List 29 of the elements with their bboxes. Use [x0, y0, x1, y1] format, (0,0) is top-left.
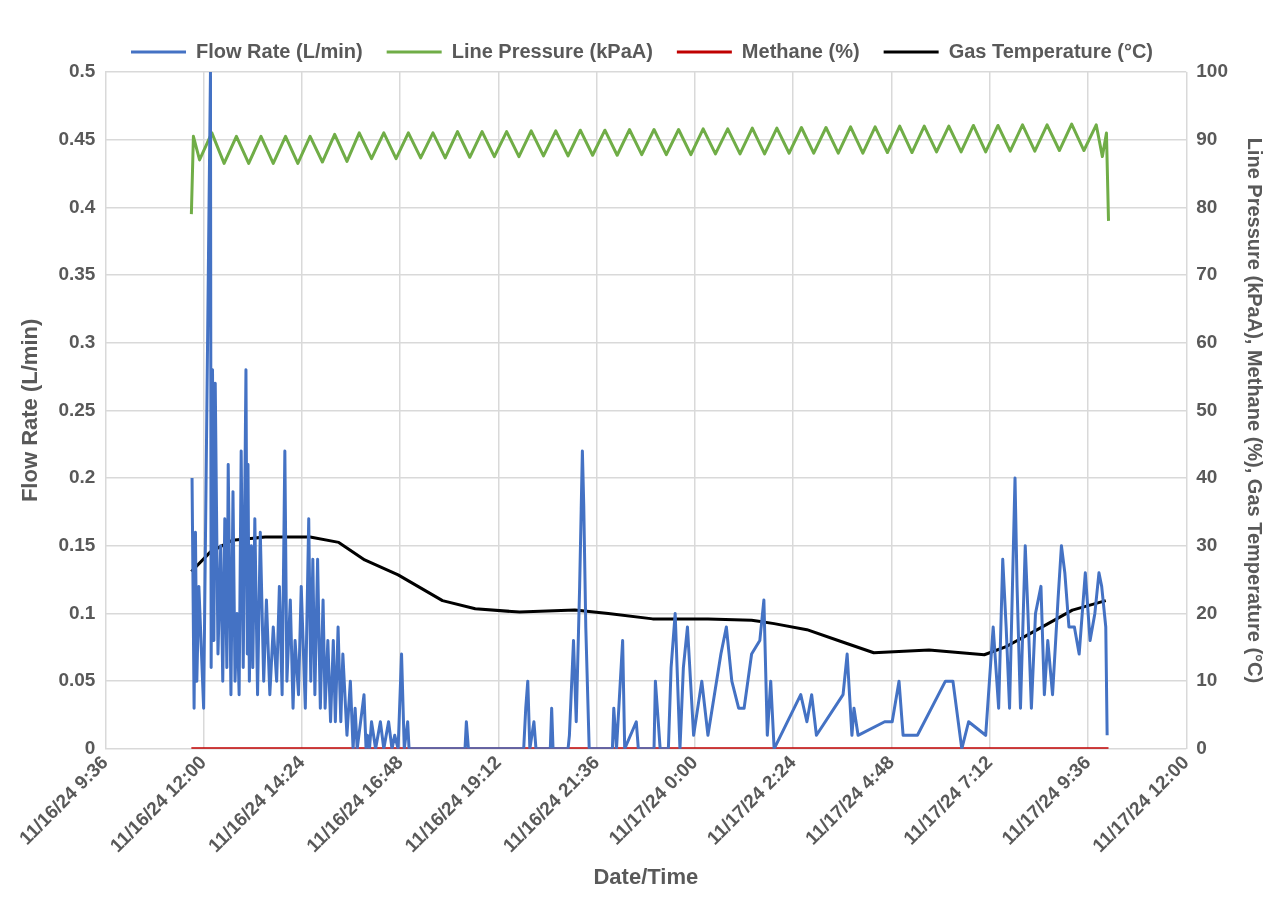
y2-tick-label: 0: [1196, 737, 1207, 759]
y-tick-label: 0.2: [68, 466, 96, 488]
y2-tick-label: 90: [1196, 127, 1218, 149]
y-tick-label: 0: [84, 737, 96, 759]
y2-axis-title: Line Pressure (kPaA), Methane (%), Gas Temperature (°C): [1244, 137, 1267, 684]
y-tick-label: 0.05: [58, 669, 96, 691]
y-tick-label: 0.35: [58, 263, 96, 285]
legend-label: Flow Rate (L/min): [196, 39, 363, 62]
x-axis-title: Date/Time: [593, 863, 699, 889]
y2-tick-label: 50: [1196, 398, 1218, 420]
y-tick-label: 0.5: [68, 60, 96, 82]
y2-tick-label: 70: [1196, 263, 1218, 285]
y2-tick-label: 100: [1196, 60, 1228, 82]
legend-label: Methane (%): [741, 39, 860, 62]
y-tick-label: 0.25: [58, 398, 96, 420]
y-tick-label: 0.1: [68, 601, 96, 623]
y2-tick-label: 40: [1196, 466, 1218, 488]
y2-tick-label: 20: [1196, 601, 1218, 623]
y2-tick-label: 60: [1196, 330, 1218, 352]
legend-label: Gas Temperature (°C): [948, 39, 1153, 62]
y-tick-label: 0.15: [58, 534, 96, 556]
y2-tick-label: 80: [1196, 195, 1218, 217]
y-tick-label: 0.4: [68, 195, 96, 217]
y2-tick-label: 30: [1196, 534, 1218, 556]
y-tick-label: 0.3: [68, 330, 96, 352]
y2-tick-label: 10: [1196, 669, 1218, 691]
y-tick-label: 0.45: [58, 127, 96, 149]
legend-label: Line Pressure (kPaA): [451, 39, 653, 62]
y-axis-title: Flow Rate (L/min): [17, 318, 43, 503]
